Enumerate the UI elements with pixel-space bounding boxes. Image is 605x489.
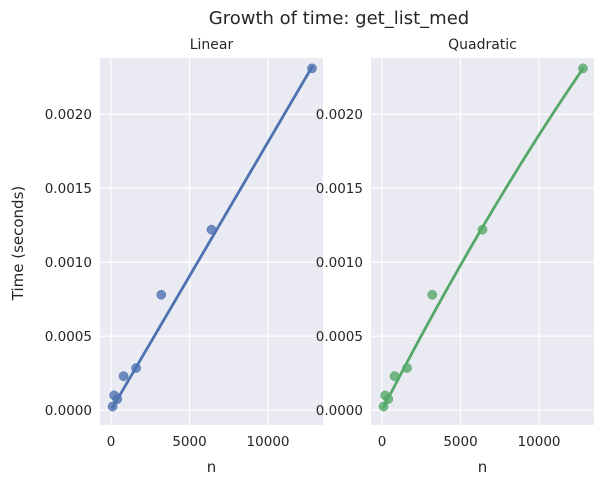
y-tick-label: 0.0010 — [45, 255, 92, 271]
x-tick-label: 5000 — [443, 434, 477, 450]
y-tick-label: 0.0010 — [316, 255, 363, 271]
data-point — [118, 371, 129, 382]
data-point — [378, 401, 389, 412]
x-tick-label: 0 — [378, 434, 387, 450]
fit-line — [111, 65, 314, 409]
x-axis-label: n — [478, 458, 488, 476]
chart-suptitle: Growth of time: get_list_med — [209, 8, 469, 29]
panel-title: Quadratic — [448, 37, 517, 53]
y-tick-label: 0.0005 — [45, 329, 92, 345]
y-tick-label: 0.0000 — [45, 403, 92, 419]
x-tick-label: 0 — [107, 434, 116, 450]
data-point — [402, 363, 412, 373]
y-tick-label: 0.0020 — [45, 107, 92, 123]
data-point — [112, 394, 123, 404]
data-point — [131, 363, 141, 373]
x-tick-label: 10000 — [247, 434, 290, 450]
y-tick-label: 0.0020 — [316, 107, 363, 123]
data-point — [389, 371, 400, 382]
y-tick-label: 0.0015 — [316, 181, 363, 197]
x-axis-label: n — [207, 458, 217, 476]
panel-quadratic: 0.0000 0.0005 0.0010 0.0015 0.0020 0 5000 10000… — [316, 37, 594, 476]
data-point — [206, 224, 217, 235]
data-point — [427, 289, 438, 300]
x-tick-label: 10000 — [518, 434, 561, 450]
panel-linear: 0.0000 0.0005 0.0010 0.0015 0.0020 0 5000 10000… — [45, 37, 323, 476]
y-axis-label: Time (seconds) — [9, 186, 27, 302]
data-point — [383, 394, 394, 404]
data-point — [477, 224, 488, 235]
data-point — [578, 63, 588, 74]
x-tick-label: 5000 — [172, 434, 206, 450]
panel-title: Linear — [190, 37, 234, 53]
data-point — [307, 63, 317, 74]
y-tick-label: 0.0015 — [45, 181, 92, 197]
y-tick-label: 0.0005 — [316, 329, 363, 345]
chart-panels: 0.0000 0.0005 0.0010 0.0015 0.0020 0 5000 10000… — [45, 37, 594, 476]
data-point — [156, 289, 167, 300]
y-tick-label: 0.0000 — [316, 403, 363, 419]
data-point — [107, 401, 118, 412]
